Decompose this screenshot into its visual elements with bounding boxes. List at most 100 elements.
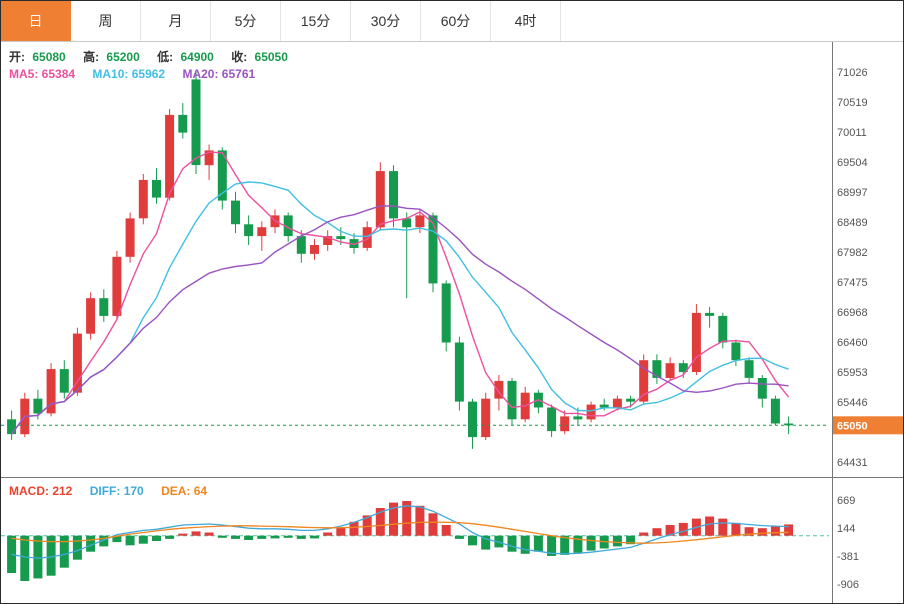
macd-bar — [547, 535, 557, 556]
macd-bar — [784, 524, 794, 536]
price-axis-label: 67475 — [837, 277, 868, 289]
macd-bar — [152, 535, 161, 541]
macd-bar — [718, 518, 728, 536]
macd-bar — [468, 535, 477, 546]
price-axis-label: 65446 — [837, 397, 868, 409]
candle-body — [72, 333, 82, 393]
macd-bar — [217, 535, 227, 538]
macd-bar — [283, 535, 293, 538]
macd-bar — [72, 535, 82, 560]
macd-bar — [402, 501, 412, 536]
chart-region: 71026 70519 70011 69504 68997 68489 67982 67475… — [1, 42, 903, 603]
candle-body — [770, 398, 780, 424]
price-axis-label: 70011 — [837, 127, 867, 139]
macd-bar — [626, 535, 636, 545]
candle-body — [336, 236, 346, 240]
tab-15min[interactable]: 15分 — [281, 1, 351, 41]
candle-body — [441, 283, 451, 343]
candle-body — [494, 380, 504, 399]
macd-bar — [59, 535, 69, 568]
tab-day[interactable]: 日 — [1, 1, 71, 41]
macd-bar — [191, 531, 201, 536]
candle-body — [7, 419, 17, 435]
tab-5min[interactable]: 5分 — [211, 1, 281, 41]
macd-bar — [310, 535, 319, 539]
macd-bar — [296, 535, 306, 539]
candle-body — [231, 200, 240, 225]
macd-bar — [244, 535, 254, 540]
candlestick-chart[interactable]: 71026 70519 70011 69504 68997 68489 67982 67475… — [1, 42, 903, 603]
ma5-line — [11, 151, 790, 435]
candle-body — [362, 227, 372, 248]
tab-4hour[interactable]: 4时 — [491, 1, 561, 41]
candle-body — [112, 256, 122, 316]
diff-line — [11, 505, 789, 559]
candle-body — [46, 369, 56, 414]
macd-bar — [441, 525, 451, 536]
macd-bar — [231, 535, 240, 539]
candle-body — [665, 363, 675, 378]
candle-body — [402, 218, 412, 228]
macd-bar — [46, 535, 56, 576]
candle-body — [507, 380, 517, 420]
price-axis-label: 71026 — [837, 67, 868, 79]
candle-body — [652, 360, 662, 378]
macd-bar — [639, 532, 649, 536]
macd-bar — [665, 525, 675, 536]
candle-body — [296, 236, 306, 254]
candle-body — [138, 179, 148, 219]
macd-bar — [652, 528, 662, 536]
candle-body — [152, 179, 161, 198]
candle-body — [178, 114, 188, 133]
macd-bar — [349, 521, 359, 536]
price-axis-label: 70519 — [837, 97, 868, 109]
candle-body — [744, 360, 754, 378]
candle-body — [481, 398, 491, 438]
macd-bar — [138, 535, 148, 544]
macd-bar — [7, 535, 17, 573]
tab-week[interactable]: 周 — [71, 1, 141, 41]
candle-body — [244, 224, 254, 237]
macd-bar — [520, 535, 530, 554]
macd-bar — [336, 527, 346, 536]
candle-body — [389, 171, 398, 219]
macd-bar — [415, 505, 425, 536]
macd-bar — [20, 535, 30, 581]
candle-body — [454, 342, 464, 402]
macd-bar — [270, 535, 280, 539]
macd-bar — [125, 535, 135, 546]
tab-bar: 日周月 5分 15分 30分 60分 4时 — [1, 1, 903, 42]
candle-body — [428, 215, 438, 284]
macd-bar — [428, 513, 438, 536]
candle-body — [59, 369, 69, 393]
candle-body — [99, 298, 109, 316]
macd-axis-label: 144 — [837, 523, 855, 535]
candle-body — [612, 398, 622, 408]
candle-body — [86, 298, 96, 334]
macd-axis-label: -381 — [837, 551, 859, 563]
candle-body — [547, 407, 557, 432]
ma10-line — [11, 181, 789, 435]
macd-bar — [507, 535, 517, 552]
candle-body — [691, 312, 701, 372]
macd-bar — [323, 532, 333, 536]
price-axis-label: 68489 — [837, 217, 868, 229]
tab-month[interactable]: 月 — [141, 1, 211, 41]
candle-body — [310, 245, 319, 254]
macd-bar — [257, 535, 267, 539]
macd-bar — [612, 535, 622, 547]
candle-body — [626, 398, 636, 402]
macd-bar — [705, 516, 715, 536]
candle-body — [349, 239, 359, 248]
candle-body — [165, 114, 175, 198]
macd-bar — [454, 535, 464, 539]
price-axis-label: 65953 — [837, 367, 868, 379]
candle-body — [375, 171, 385, 228]
candle-body — [757, 378, 767, 399]
macd-bar — [204, 532, 214, 536]
tab-30min[interactable]: 30分 — [351, 1, 421, 41]
macd-bar — [678, 522, 688, 536]
tab-60min[interactable]: 60分 — [421, 1, 491, 41]
candle-body — [33, 398, 43, 414]
